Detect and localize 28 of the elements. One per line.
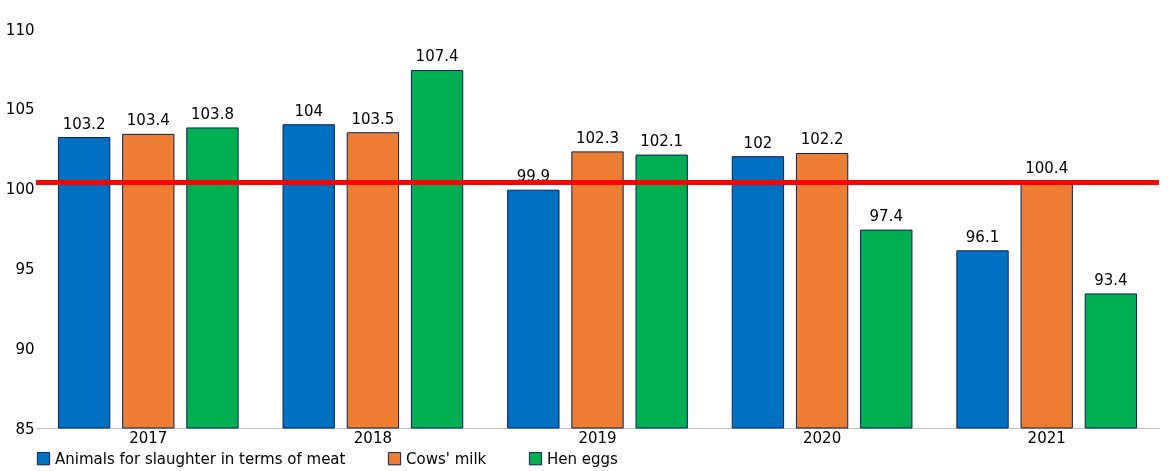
- data-label: 107.4: [415, 47, 459, 66]
- y-tick-label: 105: [5, 100, 35, 119]
- data-label: 103.8: [190, 104, 234, 123]
- x-tick-label: 2020: [803, 428, 842, 447]
- data-label: 102.2: [800, 130, 844, 149]
- data-label: 100.4: [1025, 159, 1069, 178]
- legend-label: Hen eggs: [547, 449, 619, 468]
- data-label: 93.4: [1094, 270, 1128, 289]
- data-label: 102: [743, 133, 773, 152]
- data-label: 97.4: [869, 207, 903, 226]
- data-label: 103.4: [126, 111, 170, 130]
- y-tick-label: 95: [15, 259, 35, 278]
- x-tick-label: 2018: [353, 428, 392, 447]
- y-tick-label: 110: [5, 20, 35, 39]
- x-tick-label: 2017: [129, 428, 168, 447]
- y-tick-label: 100: [5, 180, 35, 199]
- legend-label: Cows' milk: [406, 449, 487, 468]
- data-label: 102.3: [576, 128, 619, 147]
- y-tick-label: 85: [15, 419, 35, 438]
- data-label: 102.1: [640, 132, 684, 151]
- data-label: 96.1: [965, 227, 1000, 246]
- x-tick-label: 2019: [578, 428, 617, 447]
- x-tick-label: 2021: [1027, 428, 1066, 447]
- data-label: 103.2: [62, 114, 106, 133]
- data-label: 104: [294, 101, 324, 120]
- legend-label: Animals for slaughter in terms of meat: [55, 449, 346, 468]
- y-tick-label: 90: [15, 339, 35, 358]
- data-label: 103.5: [351, 109, 395, 128]
